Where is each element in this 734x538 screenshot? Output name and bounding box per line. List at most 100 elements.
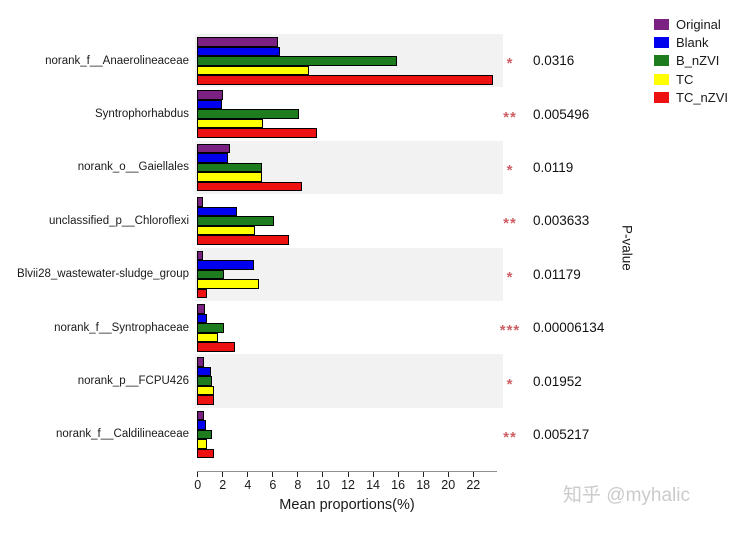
bar-tc_nzvi [197, 75, 494, 85]
legend-item: Blank [654, 33, 728, 51]
bar-group [197, 90, 317, 138]
legend-swatch [654, 36, 669, 48]
bar-group [197, 410, 215, 459]
bar-blank [197, 313, 208, 323]
bar-tc_nzvi [197, 128, 317, 138]
bar-original [197, 410, 204, 421]
row-band [195, 34, 503, 88]
x-axis-title: Mean proportions(%) [279, 497, 415, 513]
p-value: 0.00006134 [533, 320, 605, 336]
p-value: 0.003633 [533, 213, 590, 229]
bar-tc [197, 172, 262, 182]
legend-swatch [654, 18, 669, 30]
row-band [195, 354, 503, 408]
bar-group [197, 143, 302, 192]
row-band [195, 301, 503, 354]
bar-b_nzvi [197, 216, 275, 226]
x-axis-tick [372, 472, 374, 477]
chart-row: unclassified_p__Chloroflexi ** 0.003633 [0, 194, 660, 247]
x-axis-tick-label: 20 [441, 478, 456, 492]
bar-tc [197, 225, 256, 236]
x-axis-tick-label: 18 [416, 478, 431, 492]
legend-swatch [654, 73, 669, 85]
bar-tc [197, 118, 263, 129]
x-axis-line [197, 471, 497, 472]
bar-blank [197, 99, 222, 110]
x-axis-tick-label: 16 [391, 478, 406, 492]
bar-blank [197, 153, 228, 163]
chart-row: norank_p__FCPU426 * 0.01952 [0, 354, 660, 408]
legend-label: Blank [676, 34, 709, 50]
bar-group [197, 197, 290, 245]
legend-swatch [654, 91, 669, 103]
legend-item: B_nZVI [654, 52, 728, 70]
bar-tc [197, 65, 310, 75]
significance-stars: ** [503, 108, 517, 126]
chart-row: norank_f__Anaerolineaceae * 0.0316 [0, 34, 660, 88]
x-axis-tick [472, 472, 474, 477]
bar-b_nzvi [197, 323, 225, 333]
legend-item: TC [654, 70, 728, 88]
category-label: Blvii28_wastewater-sludge_group [17, 268, 189, 281]
bar-blank [197, 46, 281, 56]
legend-item: Original [654, 15, 728, 33]
x-axis-tick-label: 0 [194, 478, 202, 492]
row-band [195, 87, 503, 140]
x-axis-tick [297, 472, 299, 477]
bar-original [197, 304, 205, 314]
chart-row: norank_f__Syntrophaceae *** 0.00006134 [0, 301, 660, 354]
row-band [195, 247, 503, 301]
bar-tc [197, 385, 215, 396]
significance-stars: ** [503, 215, 517, 233]
bar-original [197, 143, 231, 154]
x-axis-tick-label: 6 [269, 478, 277, 492]
legend-label: Original [676, 16, 721, 32]
x-axis-tick-label: 2 [219, 478, 227, 492]
bar-tc [197, 279, 260, 289]
bar-tc_nzvi [197, 448, 215, 459]
x-axis-tick [322, 472, 324, 477]
bar-b_nzvi [197, 162, 262, 173]
bar-blank [197, 206, 237, 217]
significance-stars: *** [499, 322, 521, 340]
category-label: norank_f__Anaerolineaceae [45, 54, 189, 67]
row-band [195, 194, 503, 247]
bar-original [197, 357, 204, 367]
x-axis-tick-label: 22 [466, 478, 481, 492]
category-label: norank_f__Caldilineaceae [56, 428, 189, 441]
category-label: unclassified_p__Chloroflexi [49, 214, 189, 227]
bar-tc [197, 439, 208, 449]
bar-tc_nzvi [197, 181, 302, 192]
p-value: 0.005217 [533, 426, 590, 442]
significance-stars: * [506, 375, 514, 393]
bar-original [197, 197, 203, 207]
bar-original [197, 90, 223, 100]
bar-tc_nzvi [197, 342, 235, 352]
bar-original [197, 37, 278, 47]
legend-label: B_nZVI [676, 53, 720, 69]
category-label: Syntrophorhabdus [95, 108, 189, 121]
significance-stars: * [506, 268, 514, 286]
x-axis-tick [272, 472, 274, 477]
bar-b_nzvi [197, 429, 213, 440]
row-band [195, 140, 503, 195]
x-axis-tick [347, 472, 349, 477]
bar-b_nzvi [197, 269, 225, 280]
x-axis-tick [197, 472, 199, 477]
x-axis-tick-label: 10 [316, 478, 330, 492]
right-axis-title: P-value [619, 224, 635, 271]
x-axis-tick [397, 472, 399, 477]
legend: Original Blank B_nZVI TC TC_nZVI [654, 15, 728, 106]
p-value: 0.005496 [533, 106, 590, 122]
bar-b_nzvi [197, 56, 397, 66]
p-value: 0.01179 [533, 266, 581, 282]
legend-label: TC_nZVI [676, 89, 729, 105]
x-axis-tick-label: 12 [341, 478, 355, 492]
p-value: 0.0316 [533, 53, 575, 69]
bar-tc_nzvi [197, 235, 290, 245]
x-axis-tick [447, 472, 449, 477]
category-label: norank_f__Syntrophaceae [54, 321, 189, 334]
bar-b_nzvi [197, 109, 300, 119]
row-band [195, 408, 503, 461]
